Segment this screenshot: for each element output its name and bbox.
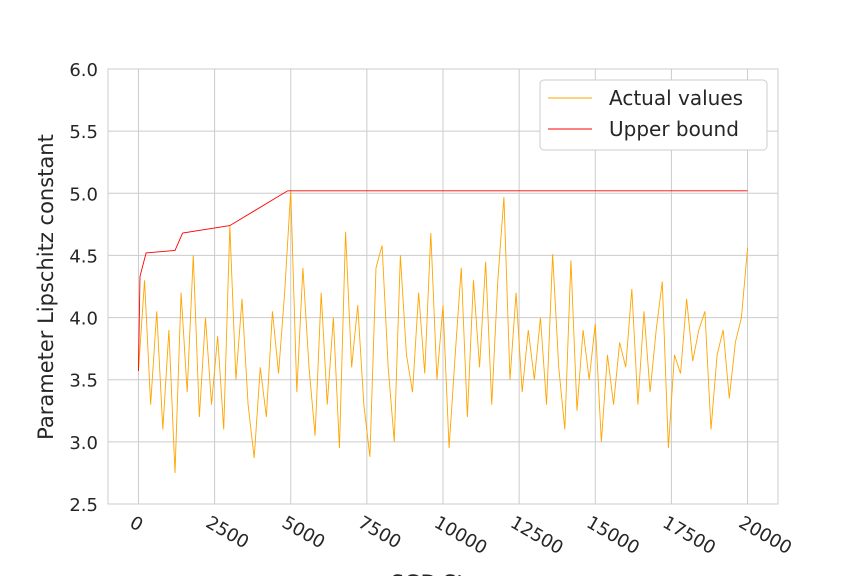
x-tick-label: 10000 bbox=[431, 512, 491, 559]
x-tick-label: 5000 bbox=[278, 512, 328, 553]
series-line bbox=[138, 190, 748, 372]
x-tick-label: 2500 bbox=[202, 512, 252, 553]
x-tick-label: 17500 bbox=[659, 512, 719, 559]
y-tick-label: 4.0 bbox=[69, 309, 98, 330]
x-tick-label: 20000 bbox=[735, 512, 795, 559]
y-tick-label: 6.0 bbox=[69, 60, 98, 81]
y-tick-label: 3.0 bbox=[69, 433, 98, 454]
x-axis-label: SGD Step bbox=[391, 571, 491, 576]
legend-label: Upper bound bbox=[609, 117, 739, 141]
y-tick-label: 2.5 bbox=[69, 495, 98, 516]
y-tick-label: 5.5 bbox=[69, 122, 98, 143]
plot-frame bbox=[107, 68, 779, 505]
y-tick-label: 3.5 bbox=[69, 371, 98, 392]
x-tick-label: 12500 bbox=[507, 512, 567, 559]
series-line bbox=[138, 190, 748, 473]
x-tick-label: 0 bbox=[126, 512, 146, 536]
y-tick-label: 5.0 bbox=[69, 184, 98, 205]
legend-label: Actual values bbox=[609, 86, 743, 110]
y-axis-label: Parameter Lipschitz constant bbox=[34, 134, 58, 440]
legend: Actual values Upper bound bbox=[539, 79, 768, 151]
x-tick-label: 15000 bbox=[583, 512, 643, 559]
y-tick-label: 4.5 bbox=[69, 246, 98, 267]
x-tick-label: 7500 bbox=[354, 512, 404, 553]
legend-box bbox=[539, 79, 768, 151]
